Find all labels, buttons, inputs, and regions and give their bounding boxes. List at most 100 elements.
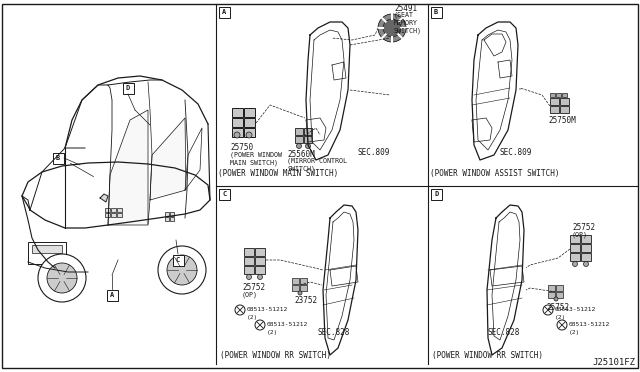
Text: 08513-51212: 08513-51212 — [555, 307, 596, 312]
Text: (POWER WINDOW RR SWITCH): (POWER WINDOW RR SWITCH) — [220, 351, 332, 360]
Polygon shape — [100, 194, 108, 202]
Bar — [304, 128, 312, 135]
Text: (SEAT: (SEAT — [394, 12, 414, 19]
Text: (POWER WINDOW MAIN SWITCH): (POWER WINDOW MAIN SWITCH) — [218, 169, 339, 178]
Circle shape — [383, 19, 401, 37]
Text: 25752: 25752 — [572, 223, 595, 232]
Bar — [570, 235, 580, 243]
Text: 08513-51212: 08513-51212 — [247, 307, 288, 312]
Circle shape — [234, 132, 240, 138]
Bar — [117, 208, 122, 212]
Bar — [560, 106, 569, 113]
Circle shape — [38, 254, 86, 302]
Circle shape — [298, 291, 302, 295]
Bar — [165, 217, 169, 221]
Bar — [28, 242, 66, 264]
Text: SEC.809: SEC.809 — [500, 148, 532, 157]
Bar — [570, 253, 580, 261]
Bar — [173, 254, 184, 266]
Text: B: B — [434, 9, 438, 15]
Bar — [556, 93, 561, 97]
Text: SWITCH): SWITCH) — [394, 28, 422, 35]
Text: SEC.828: SEC.828 — [318, 328, 350, 337]
Circle shape — [573, 262, 577, 266]
Bar — [431, 189, 442, 199]
Bar — [255, 248, 265, 256]
Text: (2): (2) — [247, 315, 259, 320]
Text: J25101FZ: J25101FZ — [592, 358, 635, 367]
Bar — [165, 212, 169, 216]
Bar — [300, 278, 307, 284]
Text: D: D — [126, 85, 130, 91]
Bar — [232, 118, 243, 127]
Circle shape — [554, 297, 558, 301]
Bar — [244, 248, 254, 256]
Bar — [244, 108, 255, 117]
Text: A: A — [222, 9, 227, 15]
Text: C: C — [222, 191, 227, 197]
Circle shape — [235, 305, 245, 315]
Text: 25750: 25750 — [230, 143, 253, 152]
Text: (OP): (OP) — [572, 231, 588, 237]
Bar — [117, 213, 122, 217]
Text: SWITCH): SWITCH) — [287, 166, 315, 173]
Circle shape — [378, 14, 406, 42]
Text: 08513-51212: 08513-51212 — [267, 322, 308, 327]
Bar — [219, 189, 230, 199]
Bar — [105, 208, 110, 212]
Text: (POWER WINDOW: (POWER WINDOW — [230, 151, 282, 157]
Bar — [219, 6, 230, 17]
Polygon shape — [150, 118, 186, 200]
Text: (POWER WINDOW RR SWITCH): (POWER WINDOW RR SWITCH) — [432, 351, 543, 360]
Text: (2): (2) — [267, 330, 278, 335]
Bar — [32, 245, 62, 253]
Text: D: D — [434, 191, 438, 197]
Bar — [548, 292, 555, 298]
Text: MEMORY: MEMORY — [394, 20, 418, 26]
Bar — [295, 136, 303, 143]
Bar — [560, 98, 569, 105]
Text: (2): (2) — [569, 330, 580, 335]
Bar — [431, 6, 442, 17]
Bar — [556, 292, 563, 298]
Bar — [581, 253, 591, 261]
Text: 23752: 23752 — [294, 296, 317, 305]
Text: 25560M: 25560M — [287, 150, 315, 159]
Circle shape — [255, 320, 265, 330]
Circle shape — [584, 262, 589, 266]
Bar — [304, 136, 312, 143]
Circle shape — [557, 320, 567, 330]
Bar — [581, 235, 591, 243]
Bar — [292, 278, 299, 284]
Text: 25491: 25491 — [394, 4, 417, 13]
Text: (OP): (OP) — [242, 291, 258, 298]
Bar — [244, 257, 254, 265]
Bar — [170, 217, 174, 221]
Bar — [255, 266, 265, 274]
Circle shape — [305, 144, 310, 148]
Bar — [170, 212, 174, 216]
Bar — [255, 257, 265, 265]
Text: (MIRROR CONTROL: (MIRROR CONTROL — [287, 158, 347, 164]
Polygon shape — [108, 110, 148, 225]
Circle shape — [246, 132, 252, 138]
Circle shape — [257, 275, 262, 279]
Bar — [232, 128, 243, 137]
Bar — [232, 108, 243, 117]
Bar — [548, 285, 555, 291]
Bar — [581, 244, 591, 252]
Bar — [105, 213, 110, 217]
Text: A: A — [110, 292, 114, 298]
Text: SEC.828: SEC.828 — [488, 328, 520, 337]
Bar — [562, 93, 567, 97]
Bar — [300, 285, 307, 291]
Bar — [244, 266, 254, 274]
Text: MAIN SWITCH): MAIN SWITCH) — [230, 159, 278, 166]
Text: (2): (2) — [555, 315, 566, 320]
Bar — [52, 153, 63, 164]
Circle shape — [543, 305, 553, 315]
Bar — [550, 98, 559, 105]
Text: 25752: 25752 — [242, 283, 265, 292]
Circle shape — [47, 263, 77, 293]
Bar — [106, 289, 118, 301]
